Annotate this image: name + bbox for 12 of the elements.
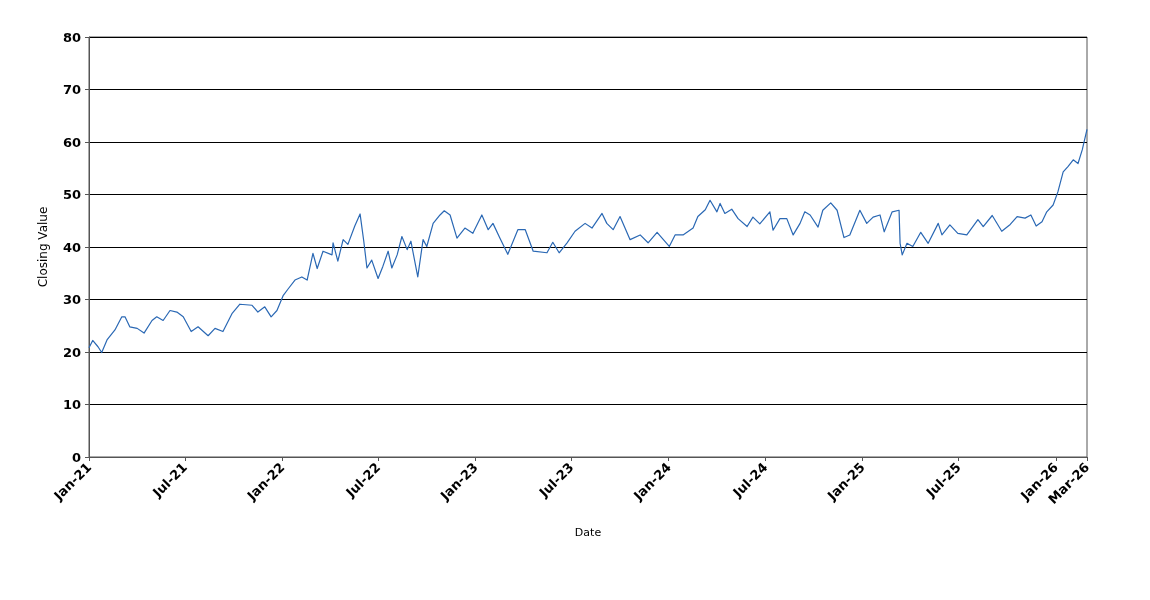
y-tick-label: 30 — [62, 292, 81, 307]
y-tick-label: 40 — [62, 239, 81, 255]
y-tick-label: 60 — [62, 134, 81, 150]
y-axis-title: Closing Value — [36, 206, 50, 288]
y-tick-label: 50 — [62, 187, 81, 202]
y-tick-label: 10 — [62, 397, 81, 412]
x-axis-title: Date — [574, 526, 602, 539]
y-tick-label: 0 — [71, 449, 81, 465]
y-tick-label: 70 — [62, 82, 81, 97]
line-series — [88, 128, 1088, 354]
y-tick-label: 20 — [62, 344, 81, 360]
y-tick-label: 80 — [62, 29, 81, 45]
